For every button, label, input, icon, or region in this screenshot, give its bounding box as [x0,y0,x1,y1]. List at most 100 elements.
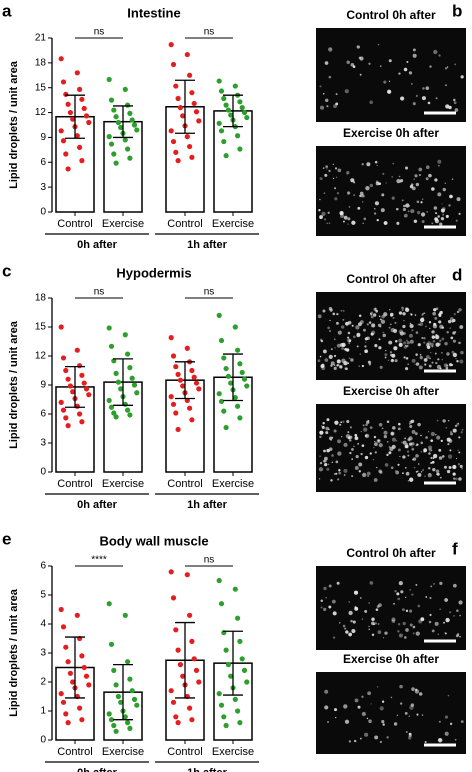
x-tick-label: Control [57,478,92,490]
droplet [371,633,375,637]
droplet [391,196,395,200]
droplet [386,440,389,443]
droplet [429,327,431,330]
droplet [353,194,356,196]
droplet [343,215,348,220]
droplet [394,359,398,363]
droplet [364,455,369,460]
droplet [425,165,430,169]
droplet [340,325,345,329]
droplet [339,423,342,426]
image-background [316,566,466,650]
droplet [418,323,421,326]
data-point [106,76,112,83]
droplet [436,473,439,476]
droplet [438,448,442,452]
droplet [319,217,322,219]
droplet [366,323,369,326]
droplet [439,222,443,226]
data-point [79,158,85,164]
data-point [108,141,115,147]
droplet [448,204,451,207]
data-point [223,722,229,729]
droplet [329,319,331,322]
droplet [393,722,398,726]
droplet [369,183,374,188]
droplet [347,223,349,225]
droplet [400,590,404,594]
droplet [347,436,351,440]
droplet [457,422,459,424]
droplet [347,338,352,343]
droplet [386,736,389,739]
droplet [354,433,358,437]
droplet [440,439,443,443]
droplet [434,621,439,626]
droplet [445,366,449,370]
droplet [386,420,390,424]
droplet [336,192,340,195]
droplet [364,349,368,354]
droplet [374,344,378,348]
droplet [414,363,416,365]
error-bar [223,94,243,128]
data-point [180,113,186,119]
data-point [168,569,174,575]
data-point [77,86,83,92]
droplet [444,632,446,634]
droplet [404,437,407,440]
data-point [58,606,64,613]
droplet [451,350,455,354]
droplet [419,355,423,360]
droplet [436,435,441,440]
droplet [424,740,427,743]
droplet [443,363,448,368]
data-point [191,100,197,107]
droplet [324,218,327,221]
droplet [386,453,389,457]
data-point [223,647,229,653]
droplet [420,441,424,445]
droplet [439,608,441,610]
droplet [441,351,443,354]
data-point [221,138,227,145]
data-point [184,345,190,351]
droplet [410,703,415,707]
y-tick-label: 12 [35,107,47,118]
micrograph [316,146,466,236]
droplet [320,599,323,602]
droplet [425,355,430,359]
droplet [403,356,406,359]
droplet [358,470,361,473]
droplet [411,593,414,596]
data-point [83,113,90,119]
panel-letter: f [452,539,458,558]
droplet [442,187,446,192]
droplet [374,735,379,740]
droplet [421,312,425,316]
data-point [113,414,119,420]
data-point [228,380,234,386]
droplet [388,326,391,329]
droplet [378,182,381,186]
droplet [429,472,431,475]
droplet [425,86,430,90]
droplet [428,173,432,178]
droplet [415,353,418,356]
droplet [438,165,440,167]
data-point [129,375,135,381]
droplet [380,318,382,321]
droplet [403,345,408,349]
droplet [459,635,461,638]
droplet [445,84,447,87]
droplet [354,606,359,611]
droplet [330,348,333,351]
droplet [440,208,445,213]
droplet [429,65,432,68]
droplet [388,340,393,345]
droplet [444,341,448,346]
droplet [447,694,450,697]
droplet [416,714,419,716]
y-axis-label: Lipid droplets / unit area [8,60,20,189]
data-point [187,405,193,411]
